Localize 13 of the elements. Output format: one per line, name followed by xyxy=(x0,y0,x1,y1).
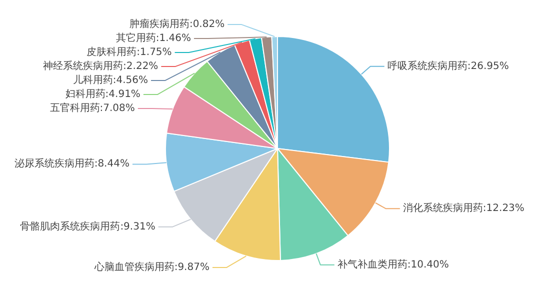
slice-label: 消化系统疾病用药:12.23% xyxy=(402,202,524,214)
slice-label: 五官科用药:7.08% xyxy=(50,102,135,114)
slice-label: 泌尿系统疾病用药:8.44% xyxy=(14,158,130,170)
slice-label: 皮肤科用药:1.75% xyxy=(86,46,172,58)
slice-label: 其它用药:1.46% xyxy=(116,32,191,44)
slice-label: 补气补血类用药:10.40% xyxy=(337,258,449,270)
slice-label: 神经系统疾病用药:2.22% xyxy=(43,60,158,72)
slice-label: 妇科用药:4.91% xyxy=(65,88,140,100)
slice-label: 心脑血管疾病用药:9.87% xyxy=(93,261,210,274)
slice-label: 儿科用药:4.56% xyxy=(72,74,148,86)
slice-label: 呼吸系统疾病用药:26.95% xyxy=(387,60,509,72)
slice-label: 骨骼肌肉系统疾病用药:9.31% xyxy=(20,220,156,232)
slice-label: 肿瘤疾病用药:0.82% xyxy=(129,18,225,30)
